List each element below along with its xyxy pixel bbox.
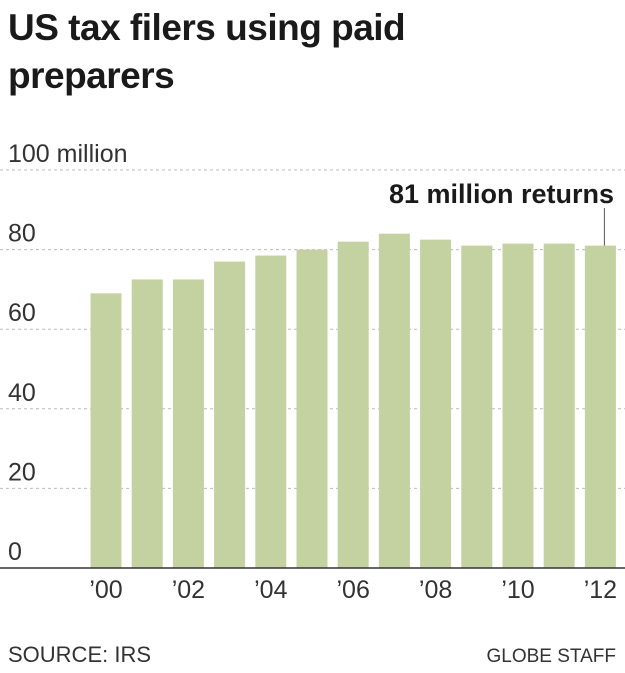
bar <box>502 243 534 568</box>
bar <box>255 255 287 568</box>
y-tick-label: 0 <box>8 538 22 566</box>
x-tick-label: ’10 <box>501 576 534 604</box>
bar <box>172 279 204 568</box>
y-tick-label: 60 <box>8 299 36 327</box>
bar <box>584 245 616 568</box>
bar <box>296 249 328 568</box>
x-tick-label: ’02 <box>172 576 205 604</box>
x-tick-label: ’06 <box>337 576 370 604</box>
bar <box>214 261 246 568</box>
x-tick-label: ’04 <box>254 576 287 604</box>
bar <box>337 241 369 568</box>
x-tick-label: ’00 <box>89 576 122 604</box>
y-tick-label: 80 <box>8 220 36 248</box>
y-tick-label: 40 <box>8 379 36 407</box>
y-tick-label: 20 <box>8 458 36 486</box>
x-tick-label: ’12 <box>584 576 617 604</box>
annotation: 81 million returns <box>389 179 614 209</box>
x-tick-label: ’08 <box>419 576 452 604</box>
chart-title: US tax filers using paid preparers <box>8 7 406 96</box>
bar <box>461 245 493 568</box>
bar <box>90 293 122 568</box>
bar <box>378 233 410 568</box>
credit: GLOBE STAFF <box>486 646 616 667</box>
bar <box>420 239 452 568</box>
bar <box>131 279 163 568</box>
source: SOURCE: IRS <box>8 642 151 667</box>
bar <box>543 243 575 568</box>
y-tick-label: 100 million <box>8 140 128 168</box>
